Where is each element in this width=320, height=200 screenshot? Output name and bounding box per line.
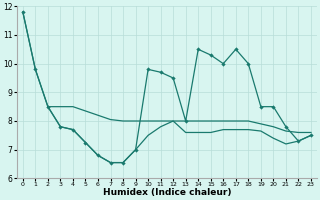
X-axis label: Humidex (Indice chaleur): Humidex (Indice chaleur)	[103, 188, 231, 197]
